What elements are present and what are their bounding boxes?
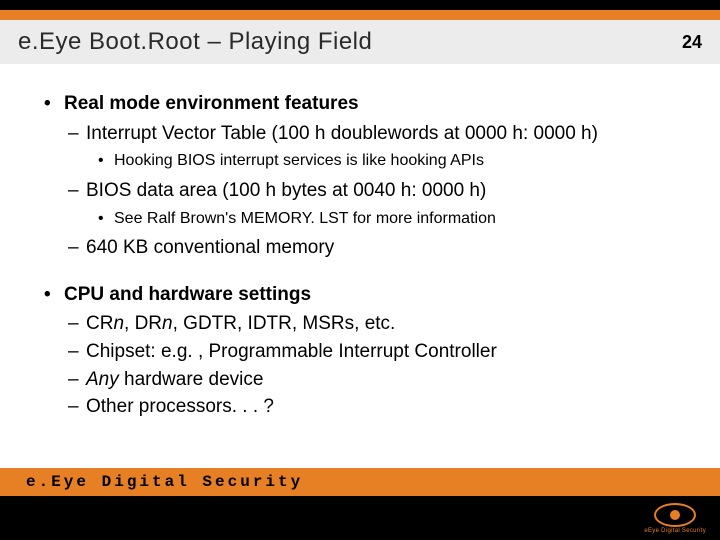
bullet-list: Real mode environment features Interrupt … <box>38 92 682 420</box>
bottom-black-bar: eEye Digital Security <box>0 496 720 540</box>
bullet-level-2: Other processors. . . ? <box>38 394 682 420</box>
logo-subtext: eEye Digital Security <box>644 528 706 534</box>
bullet-level-2: Chipset: e.g. , Programmable Interrupt C… <box>38 339 682 365</box>
bullet-level-2: 640 KB conventional memory <box>38 235 682 261</box>
eye-pupil-icon <box>670 510 680 520</box>
logo: eEye Digital Security <box>644 503 706 534</box>
bullet-level-2: Any hardware device <box>38 367 682 393</box>
title-bar: e.Eye Boot.Root – Playing Field 24 <box>0 20 720 64</box>
bullet-level-3: See Ralf Brown's MEMORY. LST for more in… <box>38 208 682 230</box>
bullet-level-2: BIOS data area (100 h bytes at 0040 h: 0… <box>38 178 682 204</box>
bullet-level-2: Interrupt Vector Table (100 h doubleword… <box>38 121 682 147</box>
slide-title: e.Eye Boot.Root – Playing Field <box>18 28 372 56</box>
top-black-bar <box>0 0 720 10</box>
slide-root: e.Eye Boot.Root – Playing Field 24 Real … <box>0 0 720 540</box>
top-orange-bar <box>0 10 720 20</box>
footer-brand: e.Eye Digital Security <box>26 473 303 491</box>
bullet-level-1: Real mode environment features <box>38 92 682 117</box>
page-number: 24 <box>682 32 702 53</box>
bottom-orange-bar: e.Eye Digital Security <box>0 468 720 496</box>
bullet-level-3: Hooking BIOS interrupt services is like … <box>38 150 682 172</box>
bullet-level-2: CRn, DRn, GDTR, IDTR, MSRs, etc. <box>38 311 682 337</box>
eye-icon <box>654 503 696 527</box>
content-area: Real mode environment features Interrupt … <box>0 64 720 468</box>
bullet-level-1: CPU and hardware settings <box>38 283 682 308</box>
